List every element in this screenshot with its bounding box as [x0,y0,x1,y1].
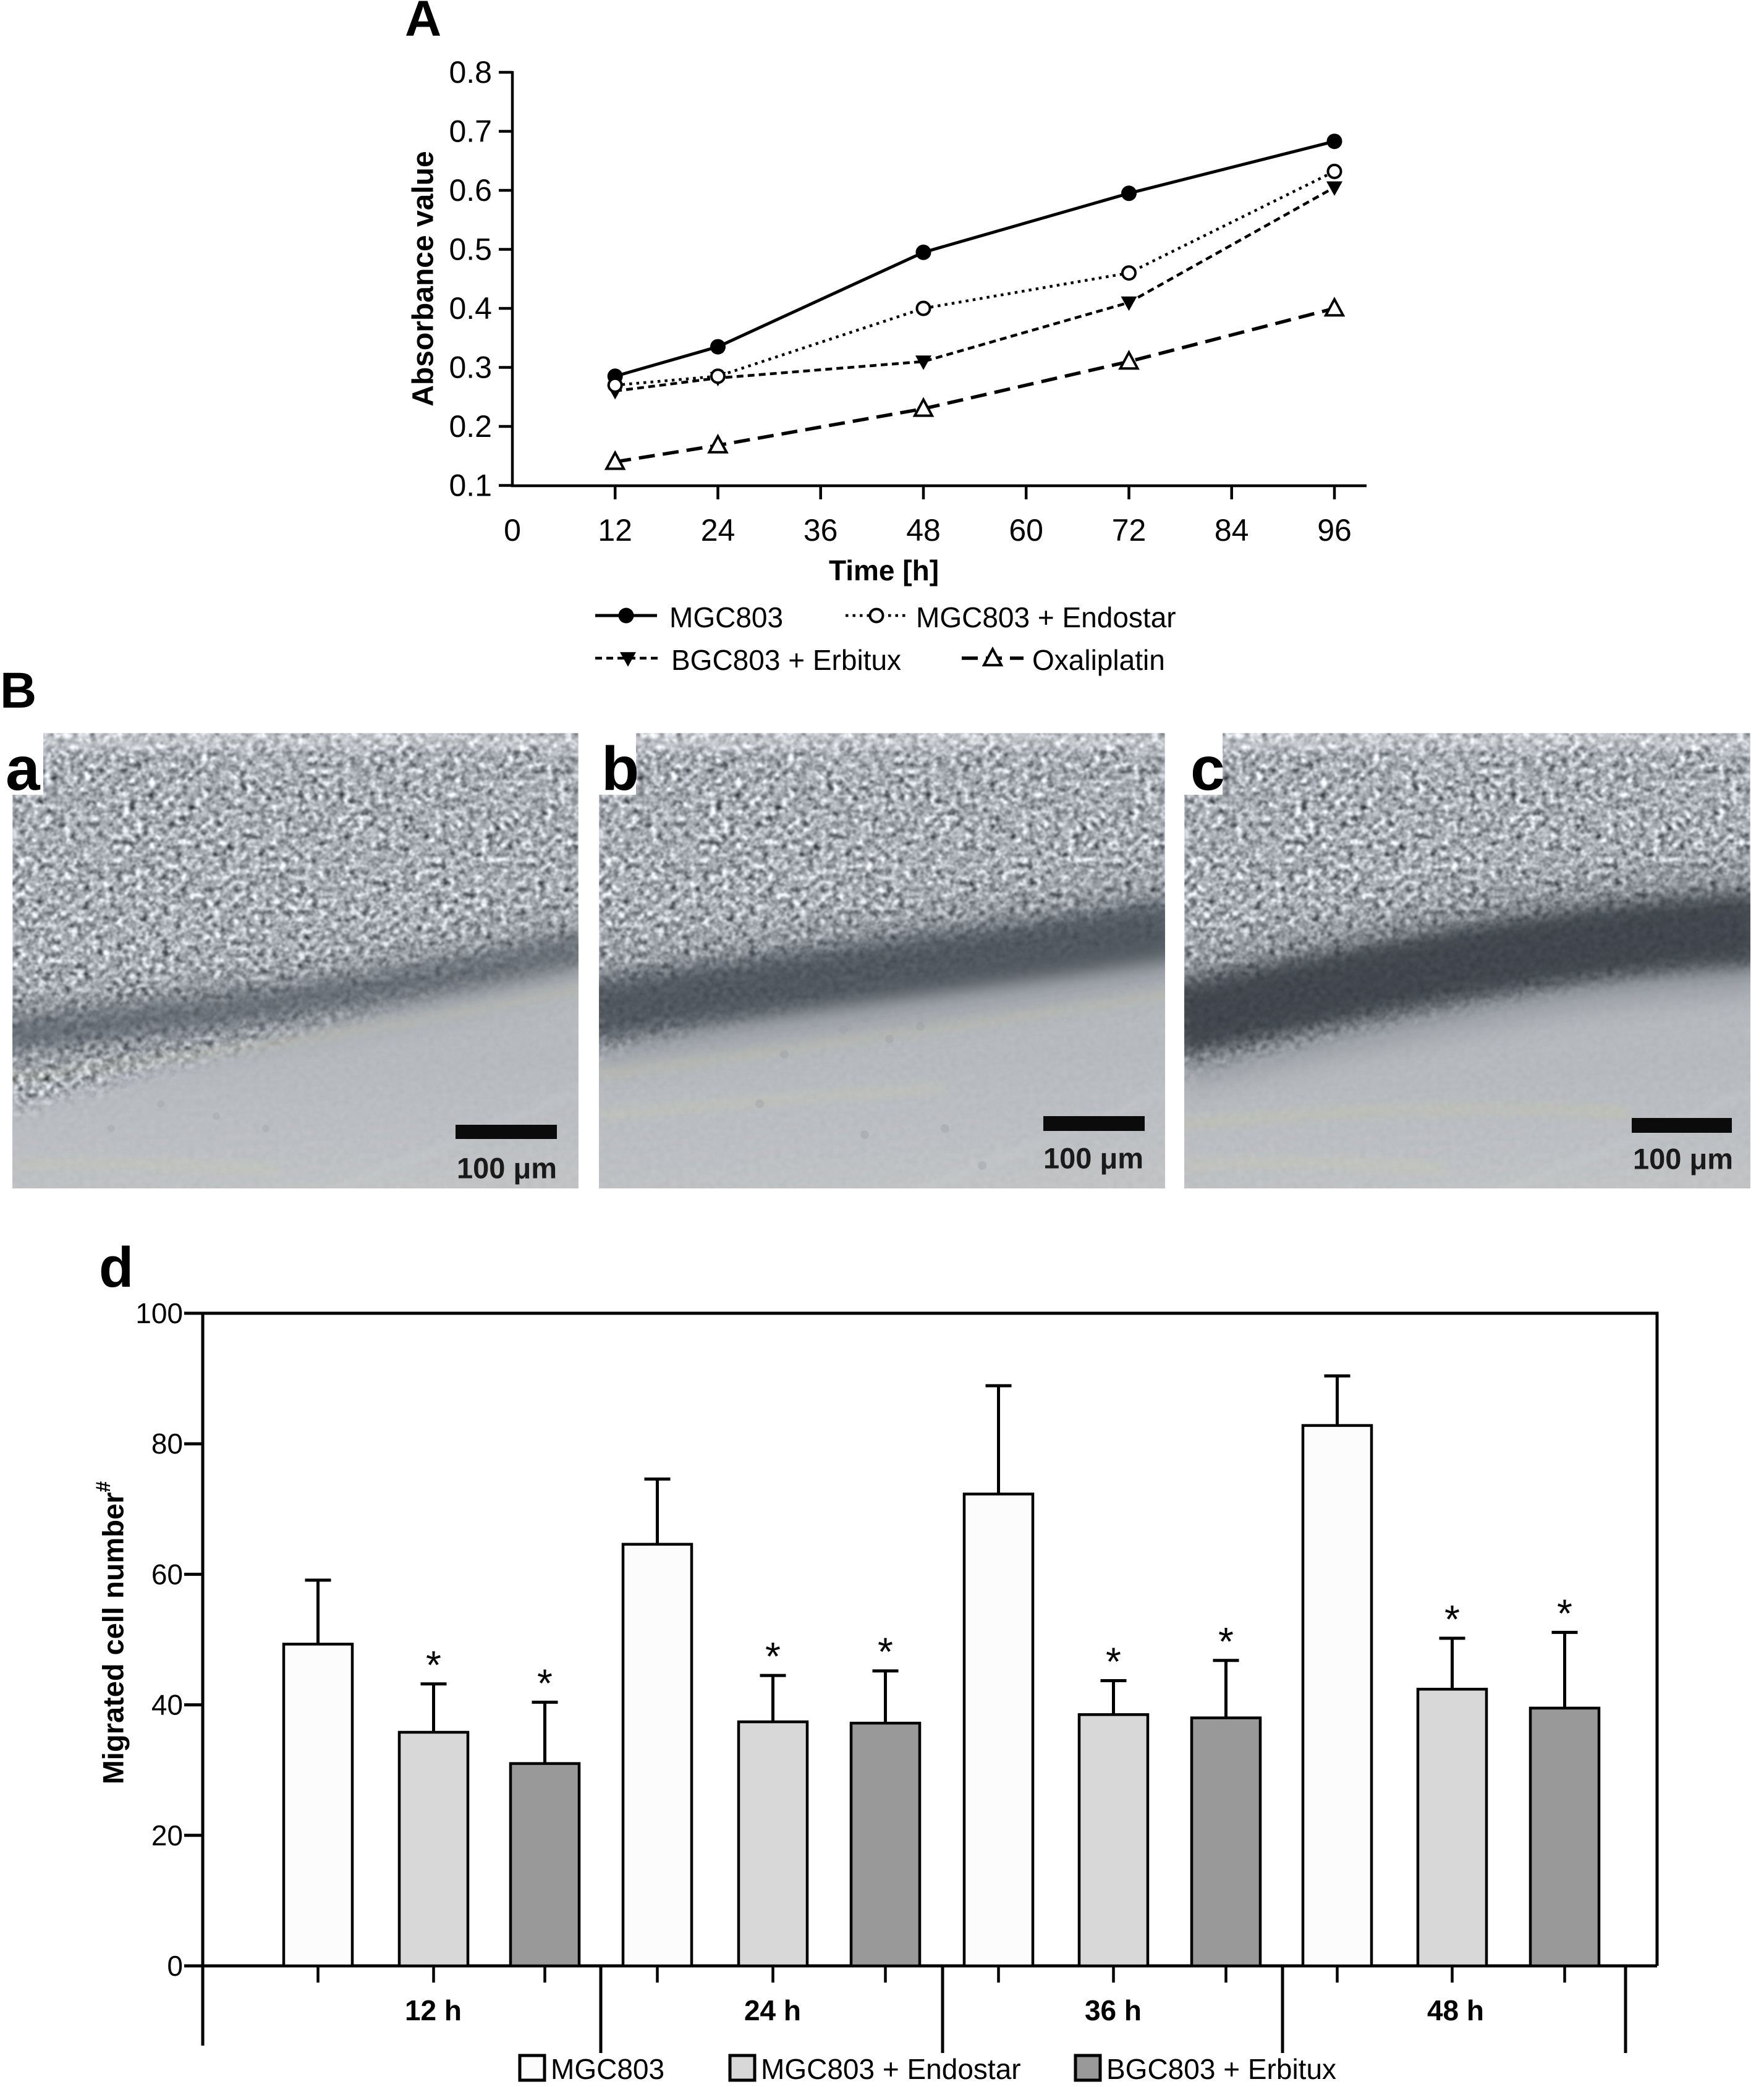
svg-text:Migrated cell number#: Migrated cell number# [92,1481,130,1785]
svg-text:40: 40 [151,1689,183,1721]
svg-text:BGC803 + Erbitux: BGC803 + Erbitux [671,644,901,676]
svg-text:*: * [1106,1640,1121,1684]
svg-text:*: * [1557,1591,1572,1635]
svg-text:*: * [765,1634,781,1678]
svg-text:100 μm: 100 μm [457,1152,557,1185]
svg-text:*: * [878,1630,893,1674]
svg-text:0.2: 0.2 [449,409,492,444]
svg-text:0.3: 0.3 [449,350,492,385]
svg-text:24: 24 [701,513,736,548]
svg-text:MGC803: MGC803 [551,2053,664,2084]
svg-text:80: 80 [151,1428,183,1460]
svg-text:MGC803 + Endostar: MGC803 + Endostar [916,601,1176,633]
svg-text:a: a [6,734,41,803]
svg-text:*: * [537,1661,553,1705]
svg-text:0: 0 [504,513,521,548]
svg-text:0.6: 0.6 [449,173,492,208]
svg-text:0.4: 0.4 [449,291,492,326]
svg-text:48 h: 48 h [1427,1994,1484,2026]
svg-text:36 h: 36 h [1085,1994,1142,2026]
svg-text:60: 60 [1009,513,1043,548]
svg-text:100: 100 [135,1297,183,1329]
svg-text:B: B [0,663,36,719]
svg-text:A: A [405,0,441,47]
svg-text:0.8: 0.8 [449,55,492,90]
svg-text:0.1: 0.1 [449,468,492,503]
svg-text:MGC803: MGC803 [669,601,783,633]
svg-text:Oxaliplatin: Oxaliplatin [1032,644,1165,676]
svg-text:*: * [426,1643,441,1687]
svg-text:96: 96 [1317,513,1352,548]
svg-text:0: 0 [167,1950,183,1982]
svg-text:Absorbance value: Absorbance value [407,151,440,406]
svg-text:20: 20 [151,1819,183,1852]
svg-text:48: 48 [906,513,941,548]
svg-text:*: * [1444,1597,1460,1641]
svg-text:100 μm: 100 μm [1043,1142,1143,1175]
svg-text:36: 36 [804,513,838,548]
svg-text:24 h: 24 h [744,1994,801,2026]
svg-text:d: d [99,1236,134,1299]
svg-text:72: 72 [1112,513,1147,548]
svg-text:0.5: 0.5 [449,232,492,267]
svg-text:MGC803 + Endostar: MGC803 + Endostar [761,2053,1021,2084]
svg-text:12: 12 [598,513,632,548]
svg-text:100 μm: 100 μm [1633,1143,1733,1175]
svg-text:60: 60 [151,1558,183,1590]
svg-text:0.7: 0.7 [449,114,492,149]
svg-text:12 h: 12 h [405,1994,462,2026]
svg-text:b: b [601,734,639,803]
svg-text:*: * [1218,1619,1234,1664]
svg-text:84: 84 [1215,513,1249,548]
svg-text:Time [h]: Time [h] [829,554,939,586]
svg-text:c: c [1190,734,1225,803]
svg-text:BGC803 + Erbitux: BGC803 + Erbitux [1106,2053,1336,2084]
